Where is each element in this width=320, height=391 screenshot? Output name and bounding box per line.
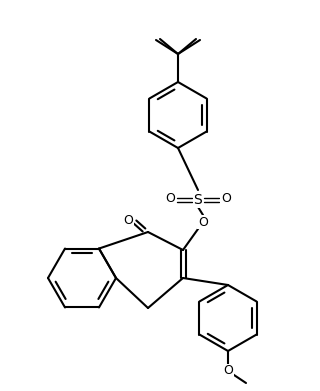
Text: O: O xyxy=(198,215,208,228)
Text: O: O xyxy=(221,194,231,206)
Text: O: O xyxy=(123,213,133,226)
Text: O: O xyxy=(221,192,231,206)
Text: O: O xyxy=(223,364,233,377)
Text: O: O xyxy=(165,192,175,206)
Text: O: O xyxy=(165,194,175,206)
Text: S: S xyxy=(194,193,202,207)
